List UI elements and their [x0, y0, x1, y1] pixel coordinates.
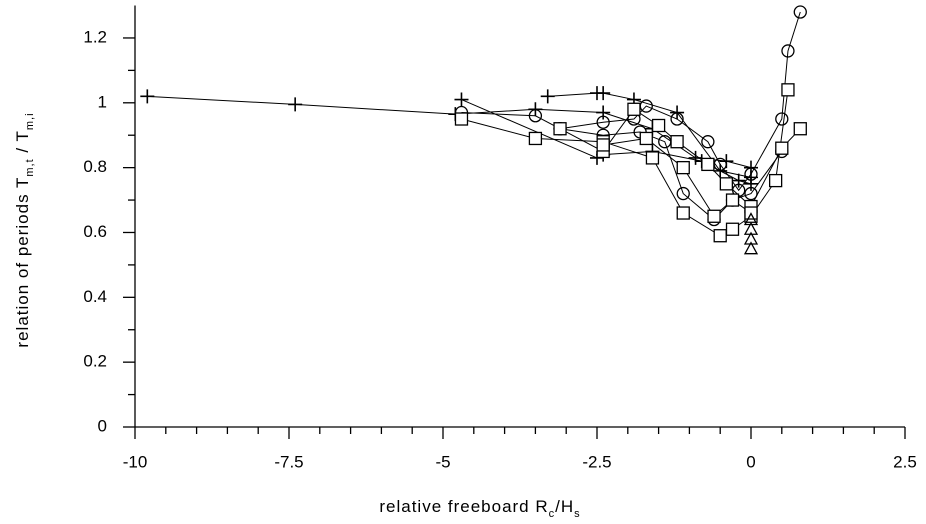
triangle-marker — [743, 241, 759, 255]
series-line — [559, 108, 801, 208]
y-tick-label: 0.6 — [83, 222, 107, 241]
circle-marker — [596, 115, 610, 129]
square-marker — [639, 131, 653, 146]
circle-marker — [793, 5, 807, 19]
y-axis-label-part: / T — [13, 130, 32, 158]
x-axis-label-subscript: s — [574, 508, 581, 520]
circle-marker — [775, 112, 789, 126]
circle-marker — [701, 135, 715, 149]
plus-marker — [731, 173, 746, 188]
x-tick-label: 0 — [746, 452, 755, 471]
y-tick-label: 1.2 — [83, 27, 107, 46]
square-marker — [725, 222, 740, 236]
y-tick-label: 0.2 — [83, 352, 107, 371]
square-marker — [701, 157, 715, 172]
plus-marker — [596, 86, 611, 101]
circle-marker — [744, 167, 758, 181]
square-marker — [528, 131, 543, 146]
circle-marker — [528, 109, 543, 123]
square-marker — [676, 160, 690, 175]
plus-marker — [688, 150, 703, 165]
square-marker — [645, 151, 660, 165]
triangle-marker — [743, 212, 759, 226]
square-marker — [713, 229, 727, 243]
circle-marker — [676, 186, 690, 201]
x-axis-label: relative freeboard Rc/Hs — [379, 497, 580, 519]
y-axis-label-subscript: m,i — [24, 112, 36, 130]
square-marker — [651, 118, 666, 133]
circle-marker — [670, 112, 684, 126]
y-tick-label: 0.4 — [83, 287, 107, 306]
square-marker — [725, 193, 740, 207]
square-marker — [596, 138, 610, 152]
plus-marker — [288, 97, 303, 112]
triangle-marker — [743, 221, 759, 235]
square-marker — [793, 122, 807, 136]
x-tick-label: -5 — [435, 452, 450, 471]
square-marker — [454, 112, 469, 126]
y-axis-label-subscript: m,t — [24, 158, 36, 176]
series-line — [461, 89, 789, 237]
x-tick-label: -2.5 — [582, 452, 611, 471]
square-marker — [775, 141, 789, 155]
y-tick-label: 1 — [98, 92, 107, 111]
circle-marker — [744, 186, 758, 201]
square-marker — [707, 209, 721, 223]
y-axis-label: relation of periods Tm,t / Tm,i — [13, 112, 35, 347]
x-axis-label-subscript: c — [549, 508, 556, 520]
plus-marker — [140, 89, 155, 104]
square-marker — [627, 102, 641, 116]
x-axis-label-part: relative freeboard R — [379, 497, 548, 516]
triangle-marker — [743, 231, 759, 245]
series-line — [461, 11, 801, 192]
y-tick-label: 0.8 — [83, 157, 107, 176]
square-marker — [768, 173, 783, 188]
plus-marker — [744, 176, 758, 191]
plus-marker — [596, 105, 611, 120]
plus-marker — [540, 89, 555, 104]
square-marker — [719, 177, 734, 191]
plus-marker — [454, 92, 469, 107]
y-tick-label: 0 — [98, 416, 107, 435]
square-marker — [781, 83, 795, 97]
square-marker — [676, 206, 690, 220]
x-tick-label: 2.5 — [893, 452, 917, 471]
y-axis-label-part: relation of periods T — [13, 177, 32, 348]
x-tick-label: -7.5 — [274, 452, 303, 471]
square-marker — [553, 122, 567, 136]
x-axis-label-part: /H — [555, 497, 574, 516]
x-tick-label: -10 — [123, 452, 148, 471]
circle-marker — [781, 44, 795, 58]
square-marker — [670, 135, 684, 149]
